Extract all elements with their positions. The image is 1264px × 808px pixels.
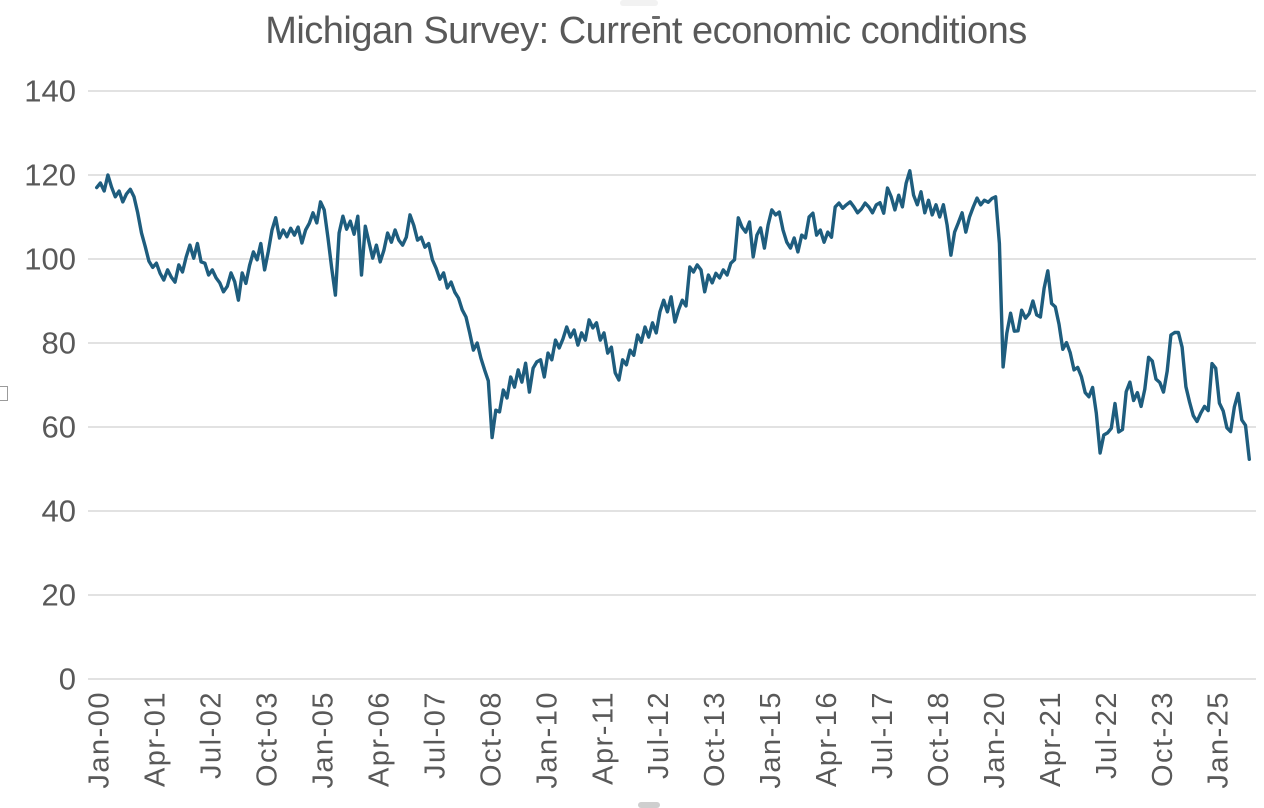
data-series [94, 169, 1252, 461]
y-tick-label: 120 [24, 158, 76, 193]
x-tick-label: Jul-17 [867, 691, 899, 779]
small-dash-artifact [652, 16, 660, 19]
x-tick-label: Oct-18 [923, 691, 955, 787]
top-center-handle [620, 0, 658, 6]
x-tick-label: Apr-06 [363, 691, 395, 787]
x-tick-label: Jan-20 [979, 691, 1011, 789]
y-tick-label: 20 [42, 578, 76, 613]
x-tick-label: Oct-23 [1147, 691, 1179, 787]
x-axis-labels: Jan-00 Apr-01 Jul-02 Oct-03 Jan-05 Apr-06 Jul-… [84, 691, 1235, 789]
y-tick-label: 0 [59, 662, 76, 697]
y-tick-label: 100 [24, 242, 76, 277]
y-tick-label: 60 [42, 410, 76, 445]
y-tick-label: 140 [24, 74, 76, 109]
x-tick-label: Jan-10 [531, 691, 563, 789]
chart-title: Michigan Survey: Current economic condit… [265, 10, 1027, 52]
x-tick-label: Apr-21 [1035, 691, 1067, 787]
x-tick-label: Oct-08 [475, 691, 507, 787]
x-tick-label: Jan-00 [84, 691, 116, 789]
y-axis-labels: 0 20 40 60 80 100 120 140 [24, 74, 76, 697]
x-tick-label: Apr-16 [811, 691, 843, 787]
x-tick-label: Apr-11 [587, 691, 619, 785]
x-tick-label: Oct-03 [252, 691, 284, 787]
x-tick-label: Jan-15 [755, 691, 787, 789]
x-tick-label: Oct-13 [699, 691, 731, 787]
x-tick-label: Jan-25 [1203, 691, 1235, 789]
bottom-center-handle [638, 802, 660, 808]
x-tick-label: Apr-01 [140, 691, 172, 787]
x-tick-label: Jul-12 [643, 691, 675, 779]
x-tick-label: Jul-02 [196, 691, 228, 779]
x-tick-label: Jul-07 [419, 691, 451, 779]
x-tick-label: Jan-05 [308, 691, 340, 789]
y-tick-label: 80 [42, 326, 76, 361]
series-line [94, 169, 1252, 461]
y-tick-label: 40 [42, 494, 76, 529]
x-tick-label: Jul-22 [1091, 691, 1123, 779]
left-edge-artifact [0, 386, 8, 401]
gridlines [88, 90, 1256, 680]
